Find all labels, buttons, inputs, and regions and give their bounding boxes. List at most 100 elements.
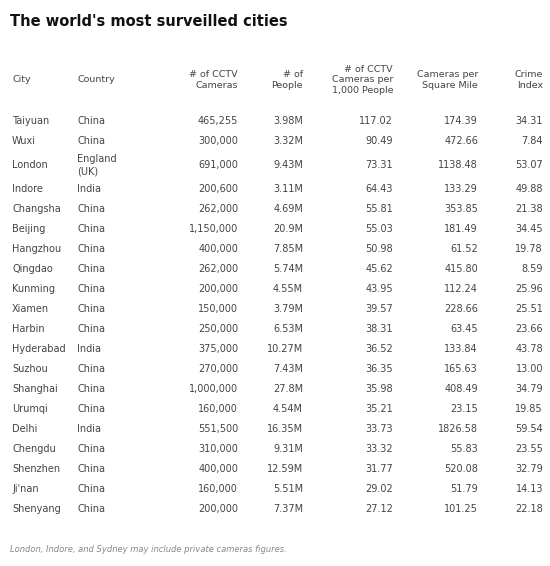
- Text: 353.85: 353.85: [444, 204, 478, 214]
- Text: 55.83: 55.83: [450, 444, 478, 454]
- Text: 270,000: 270,000: [198, 364, 238, 374]
- Text: Delhi: Delhi: [12, 424, 37, 434]
- Text: China: China: [77, 384, 105, 394]
- Text: 49.88: 49.88: [515, 184, 543, 194]
- Text: 3.32M: 3.32M: [273, 136, 303, 146]
- Text: London: London: [12, 160, 48, 170]
- Text: City: City: [12, 75, 31, 84]
- Text: China: China: [77, 116, 105, 126]
- Text: # of CCTV
Cameras per
1,000 People: # of CCTV Cameras per 1,000 People: [332, 65, 393, 95]
- Text: 133.84: 133.84: [444, 344, 478, 354]
- Text: 64.43: 64.43: [366, 184, 393, 194]
- Text: 250,000: 250,000: [198, 324, 238, 334]
- Text: 165.63: 165.63: [444, 364, 478, 374]
- Text: 63.45: 63.45: [450, 324, 478, 334]
- Text: Changsha: Changsha: [12, 204, 60, 214]
- Text: 19.78: 19.78: [515, 244, 543, 254]
- Text: 7.37M: 7.37M: [273, 504, 303, 514]
- Text: 150,000: 150,000: [198, 304, 238, 314]
- Text: 51.79: 51.79: [450, 484, 478, 494]
- Text: 23.55: 23.55: [515, 444, 543, 454]
- Text: 32.79: 32.79: [515, 464, 543, 474]
- Text: 5.51M: 5.51M: [273, 484, 303, 494]
- Text: Shenzhen: Shenzhen: [12, 464, 60, 474]
- Text: 36.52: 36.52: [365, 344, 393, 354]
- Text: China: China: [77, 324, 105, 334]
- Text: 90.49: 90.49: [366, 136, 393, 146]
- Text: 33.32: 33.32: [365, 444, 393, 454]
- Text: 4.54M: 4.54M: [273, 404, 303, 414]
- Text: 7.43M: 7.43M: [273, 364, 303, 374]
- Text: China: China: [77, 464, 105, 474]
- Text: Chengdu: Chengdu: [12, 444, 56, 454]
- Text: 4.69M: 4.69M: [273, 204, 303, 214]
- Text: 21.38: 21.38: [515, 204, 543, 214]
- Text: China: China: [77, 364, 105, 374]
- Text: China: China: [77, 224, 105, 234]
- Text: 39.57: 39.57: [365, 304, 393, 314]
- Text: 29.02: 29.02: [365, 484, 393, 494]
- Text: London, Indore, and Sydney may include private cameras figures.: London, Indore, and Sydney may include p…: [10, 545, 287, 554]
- Text: 133.29: 133.29: [444, 184, 478, 194]
- Text: China: China: [77, 504, 105, 514]
- Text: 310,000: 310,000: [198, 444, 238, 454]
- Text: Hangzhou: Hangzhou: [12, 244, 61, 254]
- Text: 300,000: 300,000: [198, 136, 238, 146]
- Text: # of CCTV
Cameras: # of CCTV Cameras: [189, 70, 238, 90]
- Text: 14.13: 14.13: [515, 484, 543, 494]
- Text: 1,000,000: 1,000,000: [189, 384, 238, 394]
- Text: 262,000: 262,000: [198, 204, 238, 214]
- Text: China: China: [77, 204, 105, 214]
- Text: 472.66: 472.66: [444, 136, 478, 146]
- Text: China: China: [77, 484, 105, 494]
- Text: 35.98: 35.98: [365, 384, 393, 394]
- Text: China: China: [77, 304, 105, 314]
- Text: 16.35M: 16.35M: [267, 424, 303, 434]
- Text: 7.85M: 7.85M: [273, 244, 303, 254]
- Text: 415.80: 415.80: [444, 264, 478, 274]
- Text: 43.78: 43.78: [515, 344, 543, 354]
- Text: 200,000: 200,000: [198, 284, 238, 294]
- Text: 408.49: 408.49: [444, 384, 478, 394]
- Text: 33.73: 33.73: [365, 424, 393, 434]
- Text: 19.85: 19.85: [515, 404, 543, 414]
- Text: 465,255: 465,255: [197, 116, 238, 126]
- Text: Indore: Indore: [12, 184, 43, 194]
- Text: 200,600: 200,600: [198, 184, 238, 194]
- Text: 112.24: 112.24: [444, 284, 478, 294]
- Text: 12.59M: 12.59M: [267, 464, 303, 474]
- Text: 36.35: 36.35: [365, 364, 393, 374]
- Text: 3.98M: 3.98M: [273, 116, 303, 126]
- Text: 27.8M: 27.8M: [273, 384, 303, 394]
- Text: 520.08: 520.08: [444, 464, 478, 474]
- Text: 181.49: 181.49: [444, 224, 478, 234]
- Text: 691,000: 691,000: [198, 160, 238, 170]
- Text: Crime
Index: Crime Index: [515, 70, 543, 90]
- Text: 174.39: 174.39: [444, 116, 478, 126]
- Text: Beijing: Beijing: [12, 224, 45, 234]
- Text: Suzhou: Suzhou: [12, 364, 48, 374]
- Text: Xiamen: Xiamen: [12, 304, 49, 314]
- Text: 160,000: 160,000: [198, 404, 238, 414]
- Text: # of
People: # of People: [272, 70, 303, 90]
- Text: Ji'nan: Ji'nan: [12, 484, 39, 494]
- Text: China: China: [77, 404, 105, 414]
- Text: 9.43M: 9.43M: [273, 160, 303, 170]
- Text: China: China: [77, 244, 105, 254]
- Text: 9.31M: 9.31M: [273, 444, 303, 454]
- Text: 73.31: 73.31: [365, 160, 393, 170]
- Text: 13.00: 13.00: [515, 364, 543, 374]
- Text: 551,500: 551,500: [198, 424, 238, 434]
- Text: 35.21: 35.21: [365, 404, 393, 414]
- Text: 31.77: 31.77: [365, 464, 393, 474]
- Text: 55.81: 55.81: [365, 204, 393, 214]
- Text: 1,150,000: 1,150,000: [189, 224, 238, 234]
- Text: 23.15: 23.15: [450, 404, 478, 414]
- Text: Taiyuan: Taiyuan: [12, 116, 50, 126]
- Text: 400,000: 400,000: [198, 244, 238, 254]
- Text: 400,000: 400,000: [198, 464, 238, 474]
- Text: 3.11M: 3.11M: [273, 184, 303, 194]
- Text: Shanghai: Shanghai: [12, 384, 58, 394]
- Text: 50.98: 50.98: [365, 244, 393, 254]
- Text: Country: Country: [77, 75, 115, 84]
